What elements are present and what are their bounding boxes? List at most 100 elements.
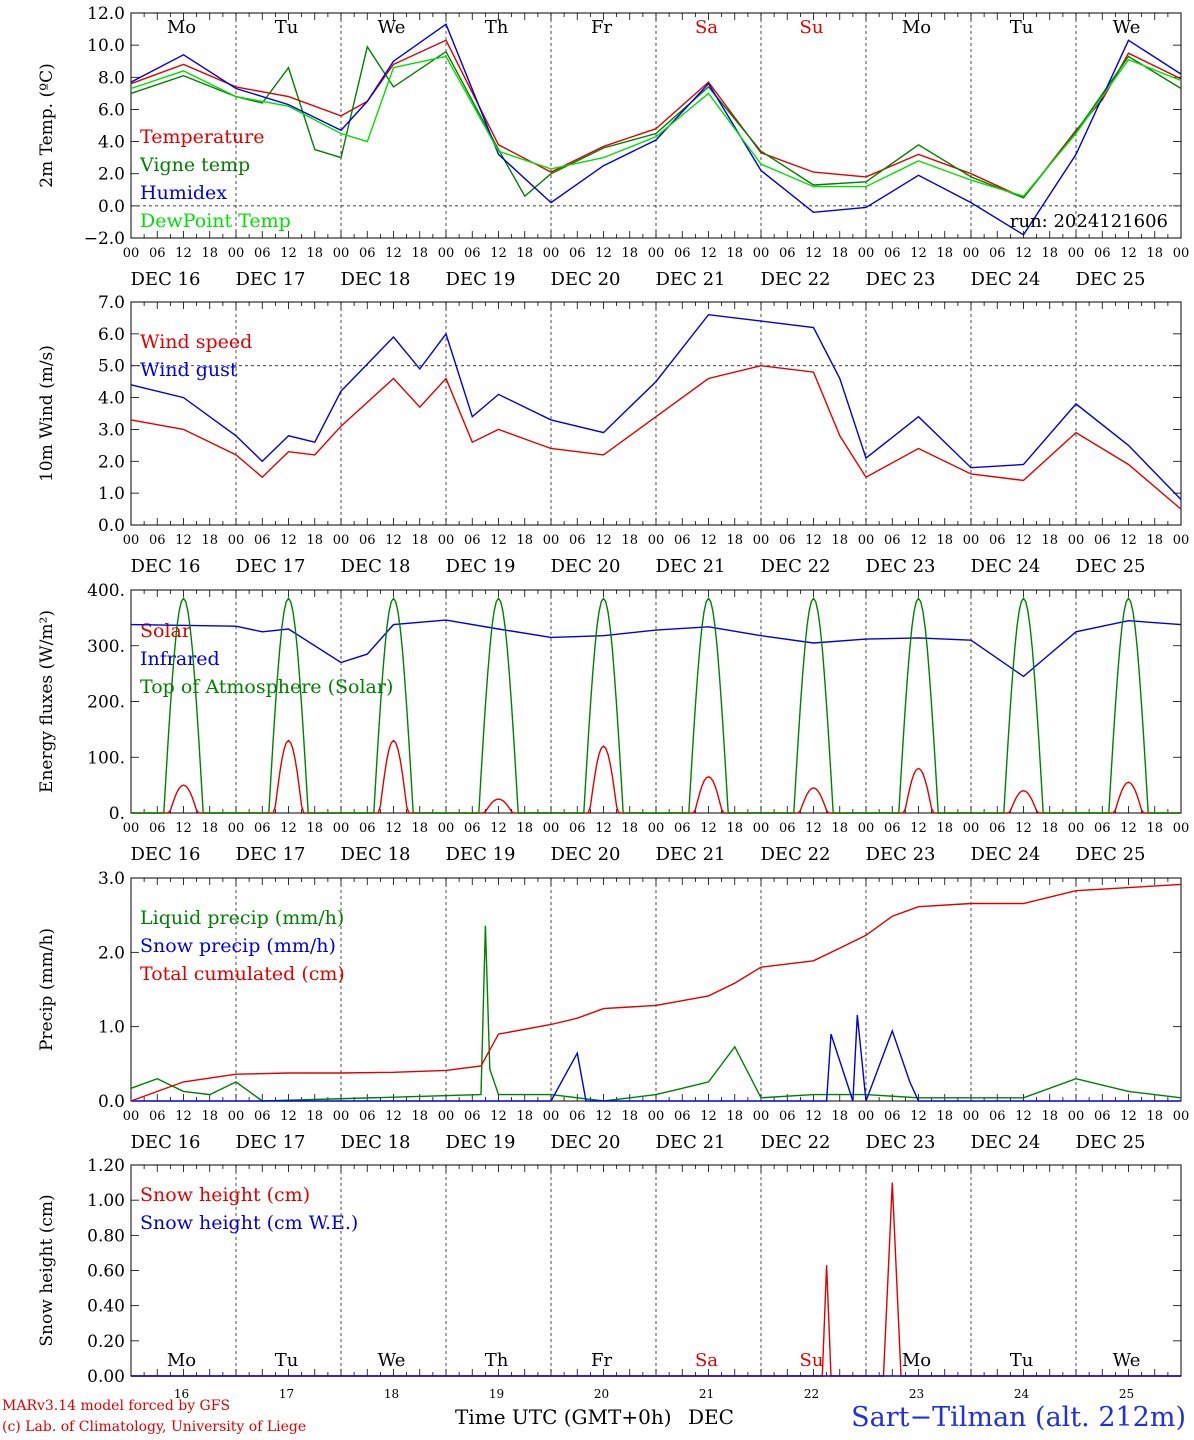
x-tick-label: 18 <box>306 1109 323 1124</box>
y-tick-label: 2.0 <box>98 452 125 472</box>
day-abbr-label: Fr <box>591 1350 612 1371</box>
x-date-label: DEC 20 <box>551 269 621 290</box>
series-line <box>130 883 1182 1102</box>
x-tick-label: 06 <box>359 1109 376 1124</box>
x-tick-label: 00 <box>753 533 770 548</box>
x-tick-label: 12 <box>175 1109 192 1124</box>
x-day-number: 19 <box>489 1387 504 1401</box>
x-tick-label: 18 <box>1041 533 1058 548</box>
day-abbr-label: Mo <box>902 17 931 38</box>
x-date-label: DEC 18 <box>341 844 411 865</box>
x-date-label: DEC 20 <box>551 1132 621 1153</box>
x-date-label: DEC 17 <box>236 269 306 290</box>
x-tick-label: 00 <box>1173 246 1190 261</box>
x-date-label: DEC 19 <box>446 556 516 577</box>
x-tick-label: 18 <box>516 246 533 261</box>
y-tick-label: 0.20 <box>87 1332 125 1352</box>
x-tick-label: 18 <box>1146 533 1163 548</box>
legend-entry: Infrared <box>140 648 220 670</box>
x-tick-label: 12 <box>280 533 297 548</box>
x-axis-title: Time UTC (GMT+0h) <box>455 1405 672 1429</box>
x-tick-label: 00 <box>858 821 875 836</box>
x-tick-label: 18 <box>411 533 428 548</box>
x-tick-label: 06 <box>674 821 691 836</box>
x-tick-label: 00 <box>438 246 455 261</box>
y-tick-label: 4.0 <box>98 389 125 409</box>
x-tick-label: 00 <box>753 246 770 261</box>
x-tick-label: 00 <box>438 533 455 548</box>
x-date-label: DEC 18 <box>341 556 411 577</box>
x-tick-label: 06 <box>149 821 166 836</box>
x-tick-label: 18 <box>726 533 743 548</box>
y-tick-label: 0.0 <box>98 1092 125 1112</box>
x-tick-label: 06 <box>464 821 481 836</box>
x-date-label: DEC 22 <box>761 556 831 577</box>
x-tick-label: 18 <box>726 246 743 261</box>
x-tick-label: 00 <box>648 1109 665 1124</box>
day-abbr-label: Mo <box>167 17 196 38</box>
x-tick-label: 00 <box>753 1109 770 1124</box>
x-tick-label: 12 <box>1015 533 1032 548</box>
x-date-label: DEC 16 <box>131 1132 201 1153</box>
x-tick-label: 06 <box>149 246 166 261</box>
x-tick-label: 18 <box>201 1109 218 1124</box>
x-tick-label: 00 <box>228 533 245 548</box>
x-tick-label: 12 <box>700 821 717 836</box>
x-tick-label: 00 <box>228 821 245 836</box>
x-tick-label: 06 <box>884 246 901 261</box>
x-tick-label: 06 <box>254 246 271 261</box>
x-tick-label: 18 <box>306 246 323 261</box>
x-tick-label: 00 <box>963 533 980 548</box>
x-tick-label: 18 <box>1041 1109 1058 1124</box>
x-tick-label: 00 <box>333 246 350 261</box>
y-tick-label: 0.00 <box>87 1367 125 1387</box>
x-tick-label: 12 <box>595 246 612 261</box>
x-date-label: DEC 23 <box>866 844 936 865</box>
day-abbr-label: We <box>378 17 406 38</box>
x-date-label: DEC 20 <box>551 844 621 865</box>
credit-lab: (c) Lab. of Climatology, University of L… <box>2 1419 307 1435</box>
x-tick-label: 06 <box>254 533 271 548</box>
x-tick-label: 18 <box>1146 821 1163 836</box>
legend-entry: Wind speed <box>140 331 252 353</box>
x-date-label: DEC 24 <box>971 556 1041 577</box>
x-tick-label: 18 <box>516 821 533 836</box>
x-tick-label: 00 <box>123 533 140 548</box>
x-tick-label: 18 <box>936 246 953 261</box>
y-axis-label: Precip (mm/h) <box>37 928 57 1051</box>
x-tick-label: 18 <box>516 533 533 548</box>
x-day-number: 18 <box>384 1387 399 1401</box>
x-tick-label: 00 <box>1173 533 1190 548</box>
x-tick-label: 12 <box>700 1109 717 1124</box>
day-abbr-label: Su <box>800 1350 824 1371</box>
day-abbr-label: Mo <box>167 1350 196 1371</box>
y-axis-label: 2m Temp. (ºC) <box>37 63 57 188</box>
x-tick-label: 06 <box>149 533 166 548</box>
x-tick-label: 12 <box>175 821 192 836</box>
y-tick-label: 200. <box>87 693 125 713</box>
x-tick-label: 12 <box>175 533 192 548</box>
x-tick-label: 12 <box>280 1109 297 1124</box>
x-tick-label: 06 <box>884 821 901 836</box>
x-tick-label: 18 <box>726 1109 743 1124</box>
x-tick-label: 00 <box>333 821 350 836</box>
y-tick-label: 1.0 <box>98 1018 125 1038</box>
x-tick-label: 18 <box>621 533 638 548</box>
x-tick-label: 00 <box>438 821 455 836</box>
x-tick-label: 00 <box>543 1109 560 1124</box>
x-tick-label: 06 <box>1094 533 1111 548</box>
x-date-label: DEC 18 <box>341 1132 411 1153</box>
x-tick-label: 00 <box>228 246 245 261</box>
y-tick-label: 0.60 <box>87 1262 125 1282</box>
x-tick-label: 06 <box>989 1109 1006 1124</box>
x-tick-label: 00 <box>123 821 140 836</box>
x-tick-label: 12 <box>1015 821 1032 836</box>
y-tick-label: 2.0 <box>98 943 125 963</box>
x-tick-label: 06 <box>569 1109 586 1124</box>
y-tick-label: 3.0 <box>98 420 125 440</box>
y-tick-label: 1.0 <box>98 484 125 504</box>
x-tick-label: 12 <box>595 1109 612 1124</box>
x-tick-label: 18 <box>516 1109 533 1124</box>
x-tick-label: 18 <box>201 246 218 261</box>
x-tick-label: 18 <box>1146 246 1163 261</box>
